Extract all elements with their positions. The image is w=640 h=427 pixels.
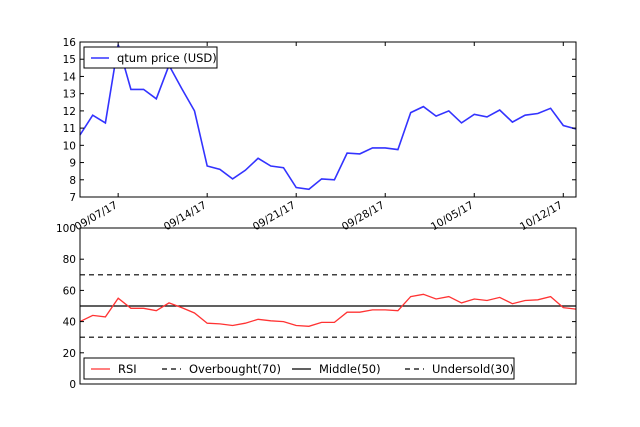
rsi-plot-frame: [79, 227, 577, 385]
price-y-tick-label: 14: [63, 71, 77, 83]
undersold-legend-label: Undersold(30): [432, 362, 514, 376]
price-y-tick-label: 16: [63, 37, 77, 49]
rsi-y-tick-label: 100: [56, 223, 76, 235]
rsi-y-tick-label: 60: [63, 285, 76, 297]
overbought-legend-label: Overbought(70): [189, 362, 281, 376]
price-y-tick-label: 12: [63, 106, 76, 118]
price-y-tick-label: 15: [63, 54, 76, 66]
price-y-tick-label: 7: [69, 192, 76, 204]
rsi-series-line: [79, 293, 577, 327]
price-y-tick-label: 11: [63, 123, 76, 135]
price-legend-label: qtum price (USD): [117, 51, 217, 65]
price-legend-box: [83, 46, 218, 69]
price-plot-frame: [79, 41, 577, 198]
rsi-y-tick-label: 80: [63, 254, 76, 266]
rsi-y-tick-label: 40: [63, 317, 76, 329]
rsi-y-tick-label: 0: [69, 379, 76, 391]
price-y-tick-label: 13: [63, 89, 76, 101]
rsi-panel: 0 20 40 60 80 100 RSI Overbought(70) Middle(5…: [56, 223, 577, 391]
middle-legend-label: Middle(50): [319, 362, 381, 376]
rsi-y-tick-label: 20: [63, 348, 76, 360]
price-y-tick-label: 8: [69, 175, 76, 187]
price-legend: qtum price (USD): [83, 46, 218, 69]
price-series-line: [79, 44, 577, 191]
rsi-legend: RSI Overbought(70) Middle(50) Undersold(…: [83, 357, 515, 380]
price-y-tick-label: 10: [63, 140, 76, 152]
price-y-tick-label: 9: [69, 158, 76, 170]
rsi-legend-label: RSI: [118, 362, 137, 376]
